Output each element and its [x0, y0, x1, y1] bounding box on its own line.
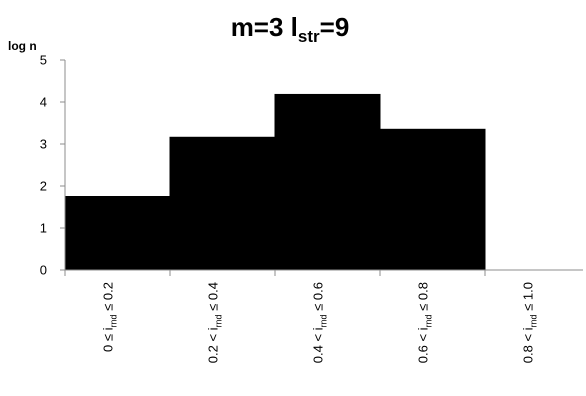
x-tick-label-subscript: rnd: [424, 314, 434, 327]
y-ticks-group: 0 1 2 3 4 5: [40, 53, 65, 278]
x-tick-label: 0.2 < irnd ≤ 0.4: [206, 282, 224, 363]
y-tick-label: 4: [40, 95, 47, 110]
x-tick-label-suffix: ≤ 1.0: [521, 282, 536, 314]
y-tick-label: 1: [40, 221, 47, 236]
x-tick-label-main: 0 ≤ i: [101, 327, 116, 352]
x-tick-label: 0.4 < irnd ≤ 0.6: [311, 282, 329, 363]
x-tick-label: 0.8 < irnd ≤ 1.0: [521, 282, 539, 363]
bar-3: [274, 93, 381, 271]
y-tick-label: 0: [40, 263, 47, 278]
x-tick-label-suffix: ≤ 0.2: [101, 282, 116, 314]
bar-1: [64, 196, 171, 271]
chart-title: m=3 lstr=9: [231, 12, 350, 46]
x-tick-label: 0.6 < irnd ≤ 0.8: [416, 282, 434, 363]
y-tick-label: 2: [40, 179, 47, 194]
x-tick-label-suffix: ≤ 0.4: [206, 282, 221, 314]
x-tick-label-main: 0.4 < i: [311, 327, 326, 363]
chart-title-main: m=3 l: [231, 12, 298, 42]
x-tick-label-main: 0.6 < i: [416, 327, 431, 363]
x-tick-label-subscript: rnd: [319, 314, 329, 327]
x-tick-label: 0 ≤ irnd ≤ 0.2: [101, 282, 119, 352]
y-tick-label: 3: [40, 137, 47, 152]
chart-title-suffix: =9: [320, 12, 350, 42]
x-tick-label-main: 0.8 < i: [521, 327, 536, 363]
bars-group: [64, 93, 486, 271]
x-tick-label-suffix: ≤ 0.6: [311, 282, 326, 314]
y-tick-label: 5: [40, 53, 47, 68]
axes-group: [64, 60, 583, 276]
bar-2: [169, 136, 276, 271]
x-tick-label-subscript: rnd: [529, 314, 539, 327]
bar-4: [379, 128, 486, 271]
x-tick-label-subscript: rnd: [109, 314, 119, 327]
x-ticks-group: 0 ≤ irnd ≤ 0.20.2 < irnd ≤ 0.40.4 < irnd…: [101, 282, 539, 363]
x-tick-label-suffix: ≤ 0.8: [416, 282, 431, 314]
y-axis-label: log n: [8, 39, 37, 53]
x-tick-label-main: 0.2 < i: [206, 327, 221, 363]
chart-title-subscript: str: [298, 27, 320, 46]
x-tick-label-subscript: rnd: [214, 314, 224, 327]
